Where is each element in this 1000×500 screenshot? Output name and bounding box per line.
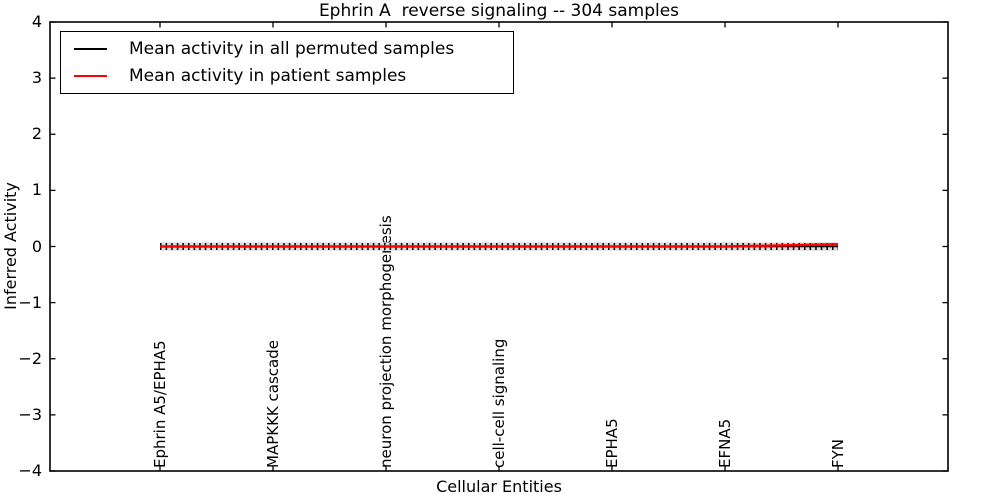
y-tick-label: 0 <box>31 236 42 256</box>
y-tick-label: 4 <box>31 12 42 31</box>
y-tick-label: −4 <box>18 461 42 480</box>
y-tick-label: 1 <box>31 180 42 200</box>
chart-title: Ephrin A reverse signaling -- 304 sample… <box>318 1 680 21</box>
series-line-1 <box>160 243 839 248</box>
y-tick-label: −1 <box>18 292 42 312</box>
y-tick-label: 3 <box>31 68 42 88</box>
x-axis-label: Cellular Entities <box>436 477 562 496</box>
y-tick-label: −3 <box>18 404 42 424</box>
legend-item-patient: Mean activity in patient samples <box>61 63 513 89</box>
legend: Mean activity in all permuted samples Me… <box>60 31 514 94</box>
legend-label-permuted: Mean activity in all permuted samples <box>129 38 455 59</box>
legend-line-sample-permuted <box>74 47 107 50</box>
legend-item-permuted: Mean activity in all permuted samples <box>61 36 513 62</box>
legend-label-patient: Mean activity in patient samples <box>129 66 407 87</box>
y-tick-label: −2 <box>18 348 42 368</box>
y-tick-label: 2 <box>31 124 42 144</box>
legend-line-sample-patient <box>74 75 107 78</box>
